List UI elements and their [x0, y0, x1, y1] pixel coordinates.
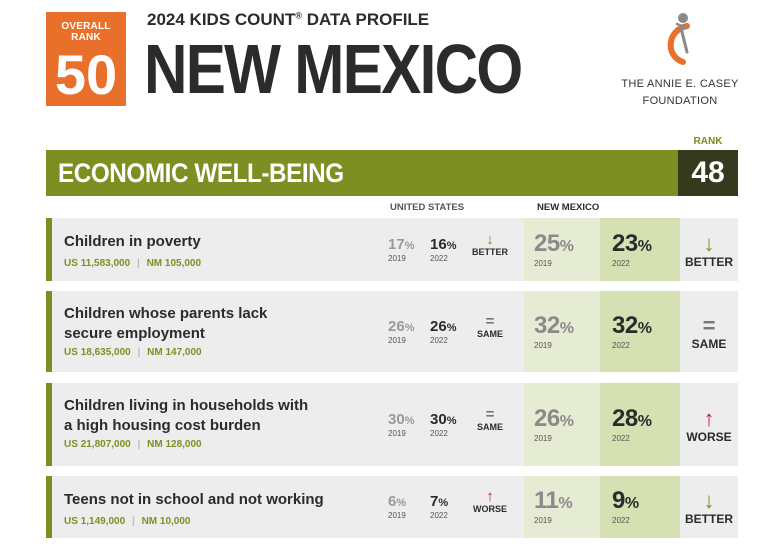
- us-value-2019: 26% 2019: [388, 318, 415, 345]
- us-value-2019: 6% 2019: [388, 493, 407, 520]
- logo-line-1: THE ANNIE E. CASEY: [621, 78, 739, 90]
- indicator-row: Children living in households with a high…: [46, 383, 738, 466]
- indicator-title: Teens not in school and not working: [64, 491, 324, 508]
- us-trend: = SAME: [470, 407, 510, 432]
- us-value-2019: 17% 2019: [388, 236, 415, 263]
- nm-trend: ↓ BETTER: [680, 488, 738, 527]
- nm-value-2019: 25% 2019: [534, 230, 574, 268]
- us-value-2022: 30% 2022: [430, 411, 457, 438]
- casey-figure-icon: [667, 13, 690, 65]
- state-name: NEW MEXICO: [144, 30, 523, 108]
- up-arrow-icon: ↑: [703, 406, 715, 431]
- us-value-2019: 30% 2019: [388, 411, 415, 438]
- indicator-counts: US 11,583,000 | NM 105,000: [64, 258, 202, 269]
- us-value-2022: 16% 2022: [430, 236, 457, 263]
- overall-rank-label: OVERALL RANK: [61, 21, 111, 43]
- section-rank-label: RANK: [693, 136, 723, 147]
- equals-icon: =: [702, 313, 716, 338]
- indicator-counts: US 21,807,000 | NM 128,000: [64, 439, 202, 450]
- indicator-title: Children whose parents lack secure employ…: [64, 305, 268, 342]
- us-value-2022: 26% 2022: [430, 318, 457, 345]
- indicator-title: Children in poverty: [64, 233, 201, 250]
- nm-trend: ↑ WORSE: [680, 406, 738, 445]
- nm-value-2022: 23% 2022: [612, 230, 652, 268]
- section-header: ECONOMIC WELL-BEING: [46, 150, 678, 196]
- down-arrow-icon: ↓: [703, 488, 715, 513]
- indicator-title: Children living in households with a high…: [64, 397, 309, 434]
- section-rank-value: 48: [678, 150, 738, 196]
- logo-line-2: FOUNDATION: [642, 95, 718, 107]
- profile-title: 2024 KIDS COUNT® DATA PROFILE: [147, 10, 430, 29]
- indicator-counts: US 1,149,000 | NM 10,000: [64, 516, 191, 527]
- overall-rank-badge: OVERALL RANK 50: [46, 12, 126, 106]
- us-trend: ↓ BETTER: [472, 231, 508, 257]
- equals-icon: =: [485, 406, 495, 423]
- up-arrow-icon: ↑: [486, 488, 494, 505]
- indicator-row: Children whose parents lack secure employ…: [46, 291, 738, 372]
- indicator-row: Children in poverty US 11,583,000 | NM 1…: [46, 218, 738, 281]
- nm-value-2022: 28% 2022: [612, 405, 652, 443]
- nm-value-2019: 32% 2019: [534, 312, 574, 350]
- nm-trend: = SAME: [680, 313, 738, 352]
- down-arrow-icon: ↓: [486, 231, 494, 248]
- column-header-nm: NEW MEXICO: [537, 202, 600, 213]
- us-value-2022: 7% 2022: [430, 493, 449, 520]
- indicator-row: Teens not in school and not working US 1…: [46, 476, 738, 538]
- nm-value-2022: 32% 2022: [612, 312, 652, 350]
- us-trend: = SAME: [470, 314, 510, 339]
- section-title: ECONOMIC WELL-BEING: [58, 158, 344, 188]
- casey-foundation-logo: THE ANNIE E. CASEY FOUNDATION: [610, 12, 750, 107]
- nm-value-2019: 26% 2019: [534, 405, 574, 443]
- down-arrow-icon: ↓: [703, 231, 715, 256]
- equals-icon: =: [485, 313, 495, 330]
- overall-rank-value: 50: [54, 43, 118, 106]
- nm-value-2019: 11% 2019: [534, 487, 573, 525]
- indicator-counts: US 18,635,000 | NM 147,000: [64, 347, 202, 358]
- nm-trend: ↓ BETTER: [680, 231, 738, 270]
- nm-value-2022: 9% 2022: [612, 487, 639, 525]
- column-header-us: UNITED STATES: [390, 202, 465, 213]
- us-trend: ↑ WORSE: [470, 489, 510, 514]
